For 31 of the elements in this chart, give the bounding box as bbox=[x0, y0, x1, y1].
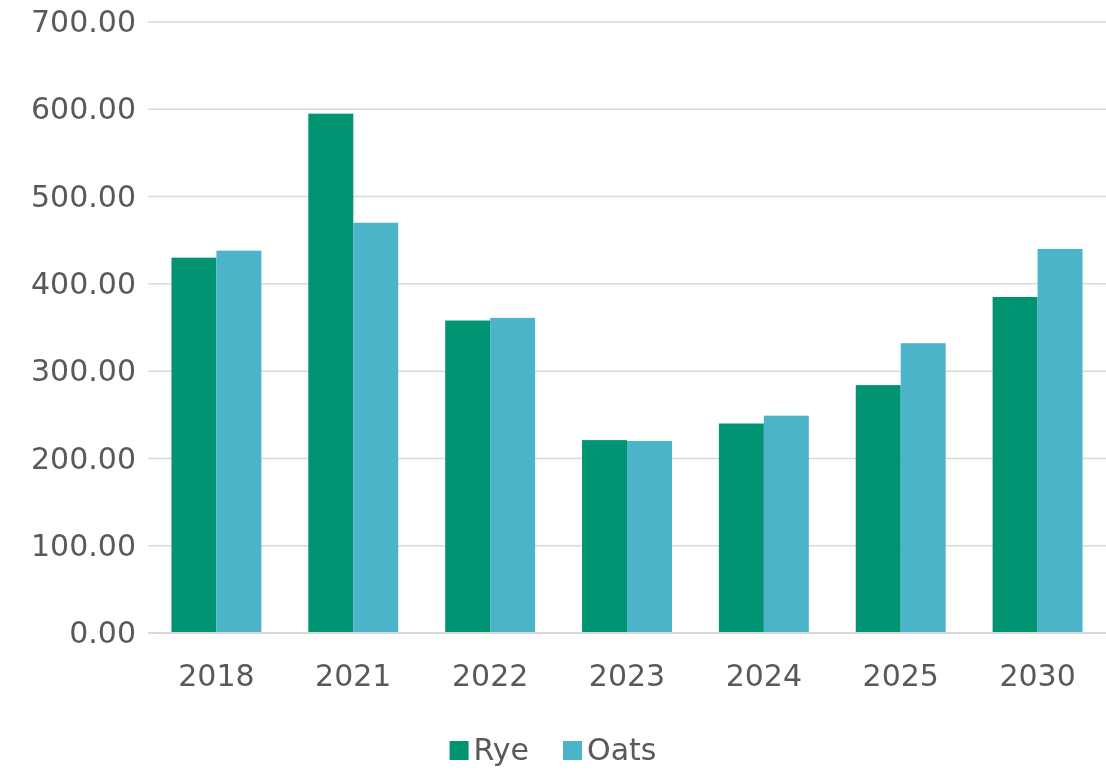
x-tick-label: 2018 bbox=[178, 658, 255, 694]
x-tick-label: 2024 bbox=[725, 658, 803, 694]
x-tick-label: 2023 bbox=[588, 658, 666, 694]
bar bbox=[308, 113, 354, 633]
y-tick-label: 500.00 bbox=[31, 178, 136, 214]
bar bbox=[855, 385, 901, 633]
y-tick-label: 100.00 bbox=[31, 527, 136, 563]
bar bbox=[582, 440, 627, 633]
bar bbox=[216, 250, 262, 633]
y-tick-label: 400.00 bbox=[31, 265, 136, 301]
legend-label: Oats bbox=[587, 732, 657, 767]
bar bbox=[718, 423, 764, 633]
y-tick-label: 300.00 bbox=[31, 353, 136, 389]
y-tick-label: 0.00 bbox=[69, 615, 136, 651]
bar bbox=[992, 296, 1038, 633]
bar bbox=[627, 440, 672, 633]
bar bbox=[445, 320, 491, 633]
y-tick-label: 600.00 bbox=[31, 91, 136, 127]
bar bbox=[1037, 248, 1083, 633]
x-tick-label: 2022 bbox=[451, 658, 529, 694]
x-tick-label: 2025 bbox=[862, 658, 939, 694]
bar bbox=[900, 343, 946, 633]
x-tick-label: 2030 bbox=[999, 658, 1076, 694]
bar bbox=[763, 415, 809, 633]
legend-label: Rye bbox=[473, 732, 530, 767]
bar bbox=[171, 257, 217, 633]
y-tick-label: 200.00 bbox=[31, 440, 136, 476]
bar bbox=[490, 317, 536, 633]
x-tick-label: 2021 bbox=[315, 658, 392, 694]
bar bbox=[353, 222, 399, 633]
y-tick-label: 700.00 bbox=[31, 4, 136, 40]
